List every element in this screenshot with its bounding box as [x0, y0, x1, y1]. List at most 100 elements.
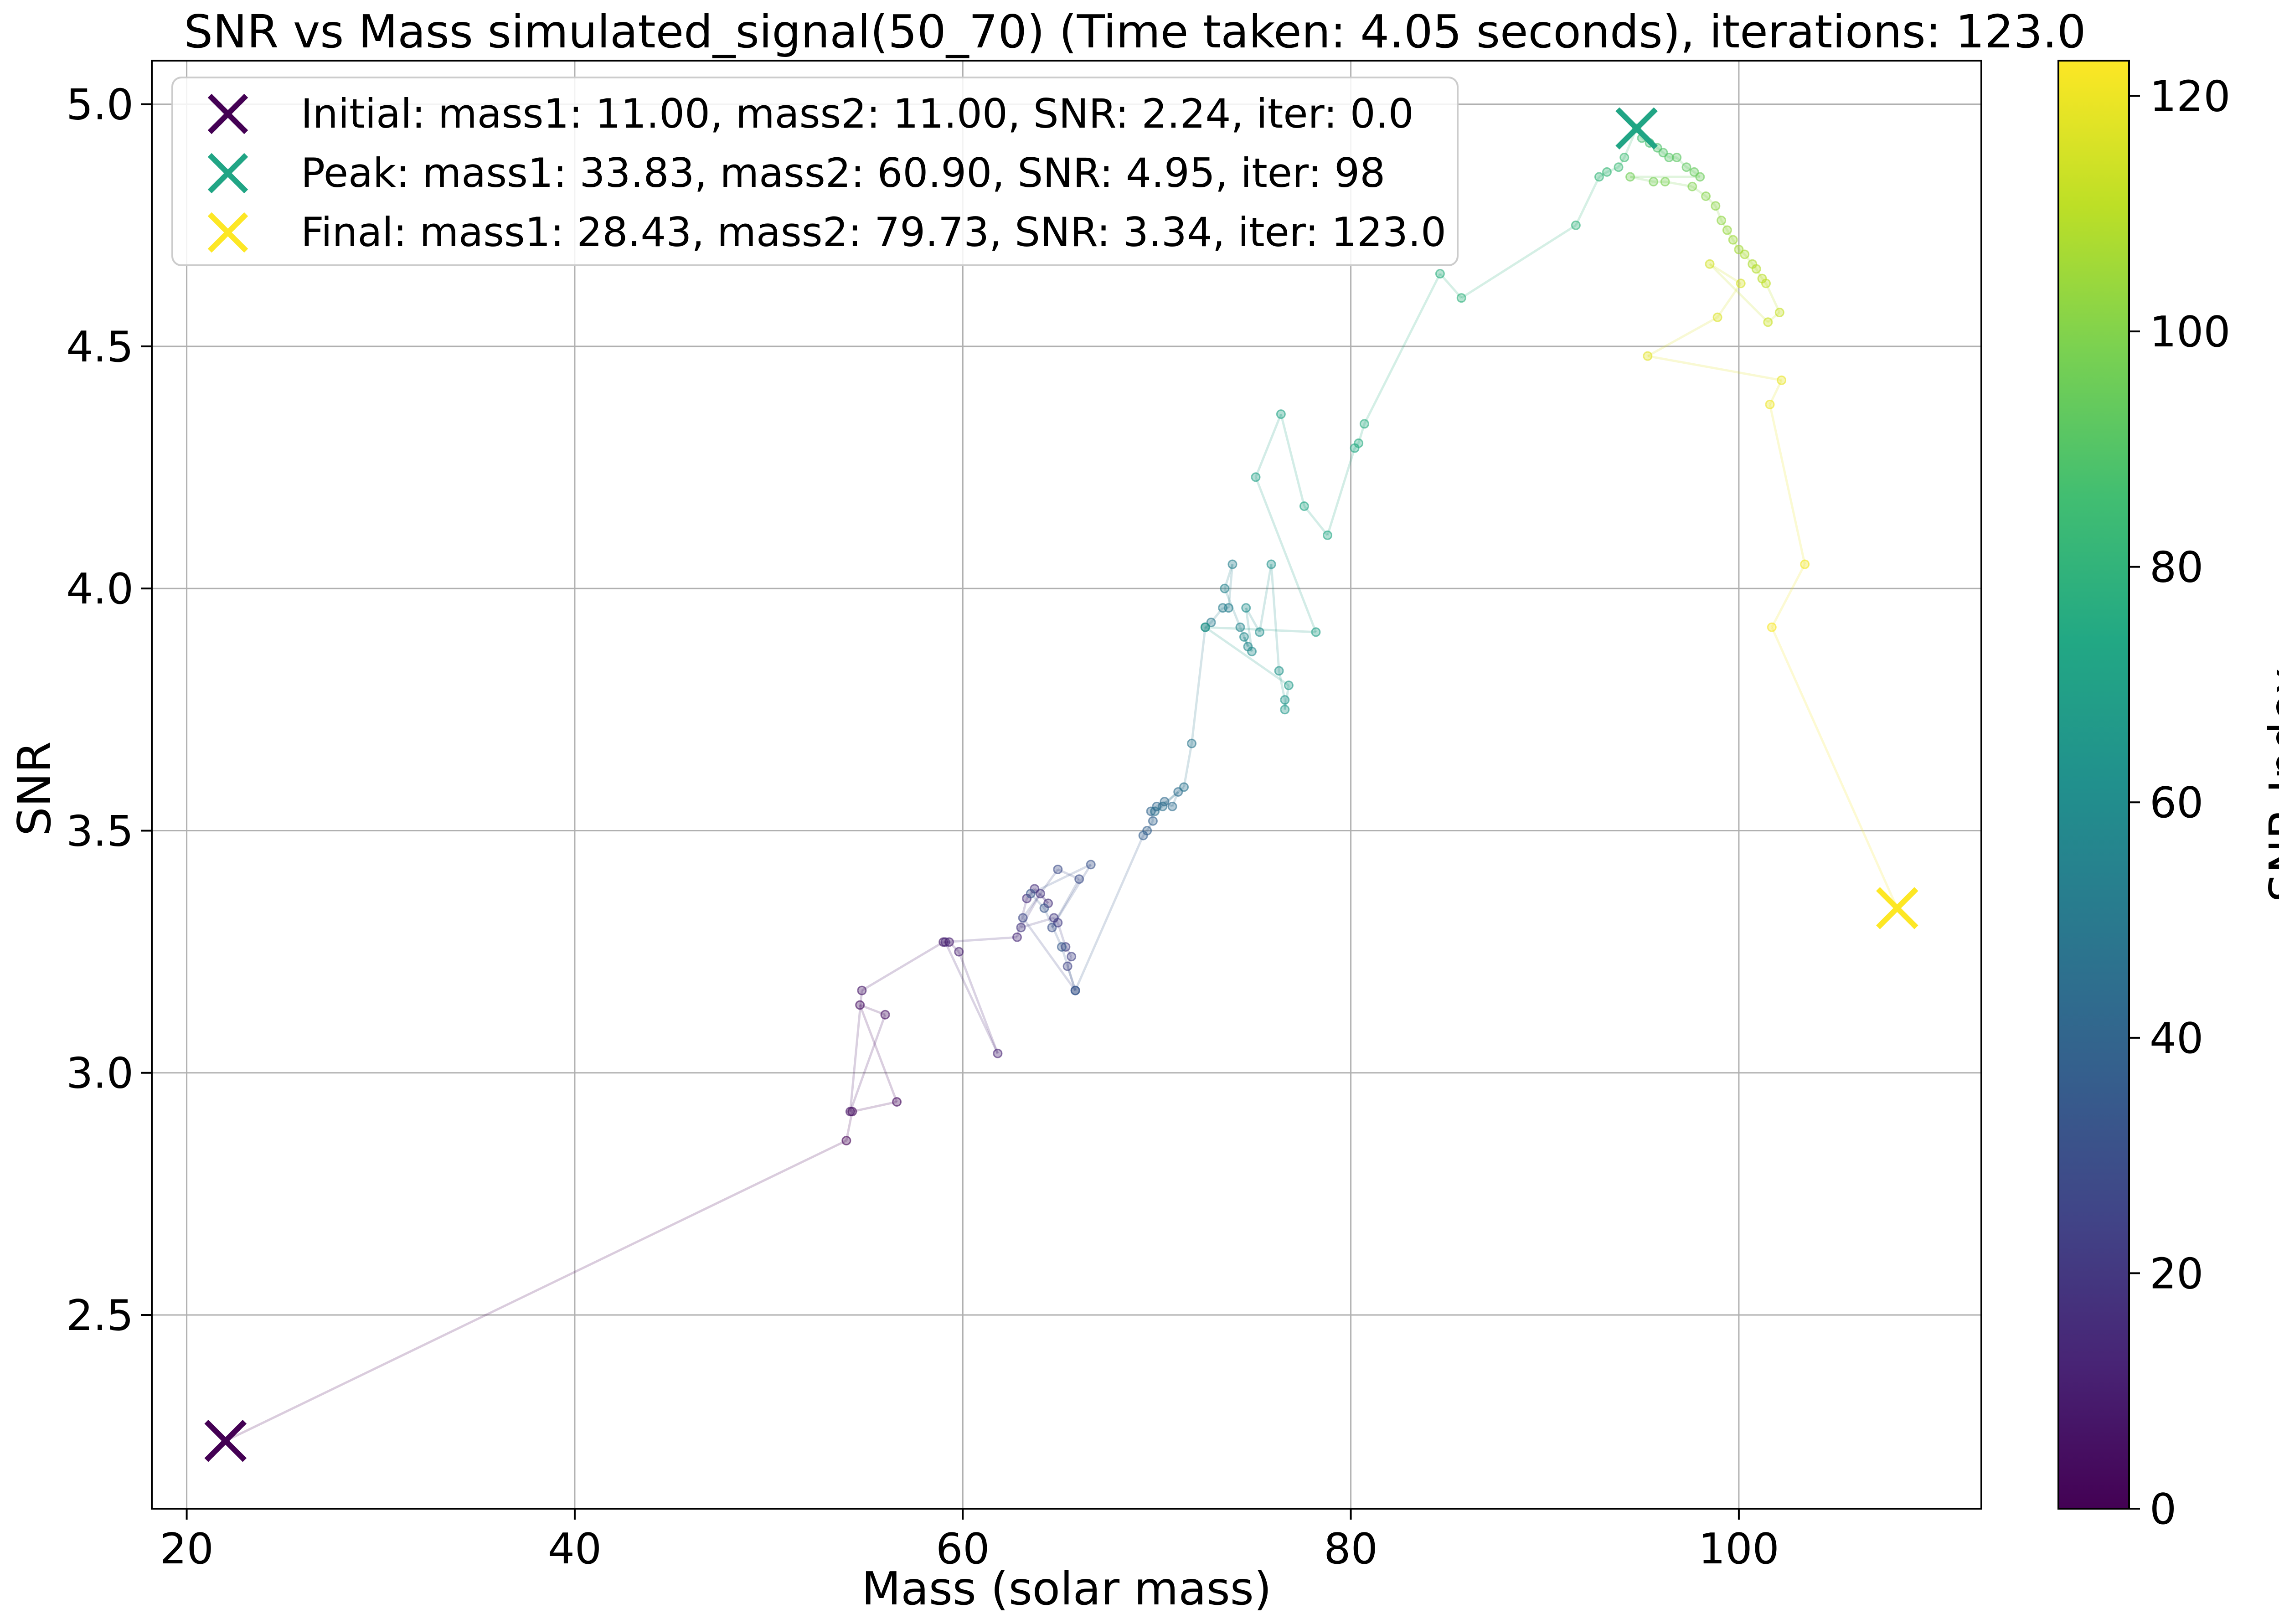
- trajectory-point: [1142, 825, 1152, 835]
- y-tick-label: 5.0: [66, 80, 134, 129]
- final-marker: [1876, 887, 1918, 929]
- trajectory-segment: [1717, 283, 1742, 318]
- trajectory-segment: [1303, 505, 1329, 536]
- trajectory-segment: [945, 936, 1017, 943]
- trajectory-segment: [1254, 476, 1317, 633]
- trajectory-segment: [1270, 564, 1280, 671]
- trajectory-segment: [1647, 316, 1718, 357]
- trajectory-point: [1695, 172, 1705, 182]
- trajectory-segment: [1617, 157, 1625, 168]
- trajectory-segment: [1210, 607, 1224, 624]
- trajectory-point: [1070, 985, 1080, 995]
- trajectory-point: [1223, 603, 1233, 613]
- trajectory-segment: [1074, 835, 1145, 991]
- x-tick-label: 80: [1324, 1524, 1377, 1573]
- marker-stroke: [207, 93, 248, 134]
- trajectory-segment: [1183, 743, 1193, 788]
- trajectory-point: [1235, 622, 1245, 632]
- trajectory-segment: [1279, 414, 1305, 507]
- trajectory-point: [1284, 681, 1294, 691]
- trajectory-point: [1774, 308, 1784, 318]
- trajectory-point: [1619, 153, 1629, 163]
- trajectory-point: [880, 1010, 890, 1020]
- y-axis-ticks: 2.5 3.0 3.5 4.0 4.5 5.0: [66, 80, 152, 1340]
- x-tick-label: 20: [160, 1524, 213, 1573]
- trajectory-point: [1053, 864, 1063, 874]
- trajectory-point: [1672, 153, 1682, 163]
- trajectory-segment: [1021, 917, 1055, 929]
- legend-marker: [207, 153, 248, 194]
- trajectory-point: [1614, 162, 1624, 172]
- trajectory-point: [1435, 269, 1445, 279]
- legend-peak: Peak: mass1: 33.83, mass2: 60.90, SNR: 4…: [207, 150, 1385, 196]
- trajectory-point: [940, 937, 950, 947]
- trajectory-point: [1643, 351, 1653, 361]
- trajectory-point: [1751, 264, 1761, 274]
- trajectory-point: [1074, 874, 1084, 884]
- trajectory-point: [1763, 317, 1773, 327]
- trajectory-point: [1187, 738, 1197, 748]
- trajectory-point: [1266, 559, 1276, 569]
- trajectory-point: [1625, 172, 1635, 182]
- trajectory-segment: [1022, 868, 1059, 919]
- trajectory-segment: [1714, 205, 1722, 221]
- trajectory-segment: [1022, 917, 1077, 991]
- trajectory-point: [1251, 472, 1261, 482]
- trajectory-point: [1649, 177, 1659, 187]
- trajectory-point: [1227, 559, 1237, 569]
- trajectory-segment: [845, 1111, 854, 1141]
- trajectory-point: [1299, 501, 1309, 511]
- legend: Initial: mass1: 11.00, mass2: 11.00, SNR…: [171, 77, 1459, 266]
- trajectory-point: [1712, 312, 1722, 322]
- trajectory-segment: [1606, 166, 1619, 173]
- trajectory-segment: [1743, 253, 1753, 265]
- trajectory-point: [1160, 797, 1170, 807]
- legend-marker: [207, 93, 248, 134]
- trajectory-point: [892, 1097, 902, 1107]
- initial-marker: [204, 1420, 247, 1462]
- trajectory-point: [1036, 889, 1046, 899]
- trajectory-point: [1220, 583, 1230, 593]
- colorbar-ticks: 0 20 40 60 80 100 120: [2129, 72, 2231, 1534]
- trajectory-point: [1150, 806, 1160, 816]
- trajectory-point: [1701, 191, 1711, 201]
- plot-frame: [151, 60, 1982, 1510]
- trajectory-point: [1274, 666, 1284, 676]
- trajectory-point: [1311, 627, 1321, 637]
- trajectory-point: [1594, 172, 1604, 182]
- x-gridlines: [186, 61, 1740, 1509]
- trajectory-segment: [1732, 239, 1740, 250]
- trajectory-point: [1800, 559, 1810, 569]
- trajectory-segment: [1060, 946, 1077, 991]
- legend-initial: Initial: mass1: 11.00, mass2: 11.00, SNR…: [207, 90, 1414, 137]
- trajectory-segment: [1769, 404, 1806, 565]
- trajectory-segment: [1771, 563, 1806, 628]
- trajectory-point: [1359, 419, 1369, 429]
- trajectory-segment: [944, 941, 999, 1054]
- trajectory-point: [855, 1000, 865, 1010]
- trajectory-point: [1280, 705, 1290, 715]
- y-tick-label: 4.5: [66, 322, 134, 371]
- trajectory-segment: [1243, 636, 1249, 647]
- legend-marker: [207, 212, 248, 253]
- trajectory-segment: [1709, 263, 1769, 323]
- y-tick-label: 2.5: [66, 1291, 134, 1340]
- trajectory-point: [1016, 923, 1026, 933]
- trajectory-point: [1705, 259, 1715, 269]
- trajectory-segment: [1142, 830, 1148, 836]
- trajectory-segment: [1204, 626, 1289, 686]
- trajectory-point: [1086, 860, 1096, 870]
- x-tick-label: 60: [936, 1524, 990, 1573]
- trajectory-point: [1276, 409, 1286, 419]
- trajectory-point: [1736, 278, 1746, 289]
- trajectory-segment: [1761, 278, 1767, 284]
- legend-box: [171, 77, 1459, 266]
- trajectory-segment: [1053, 917, 1059, 923]
- trajectory-point: [1761, 278, 1771, 289]
- trajectory-segment: [1354, 442, 1360, 449]
- trajectory-segment: [1191, 627, 1207, 744]
- x-tick-label: 100: [1698, 1524, 1779, 1573]
- trajectory-point: [1728, 235, 1738, 245]
- colorbar-tick-label: 0: [2150, 1485, 2176, 1534]
- trajectory-segment: [849, 1014, 887, 1112]
